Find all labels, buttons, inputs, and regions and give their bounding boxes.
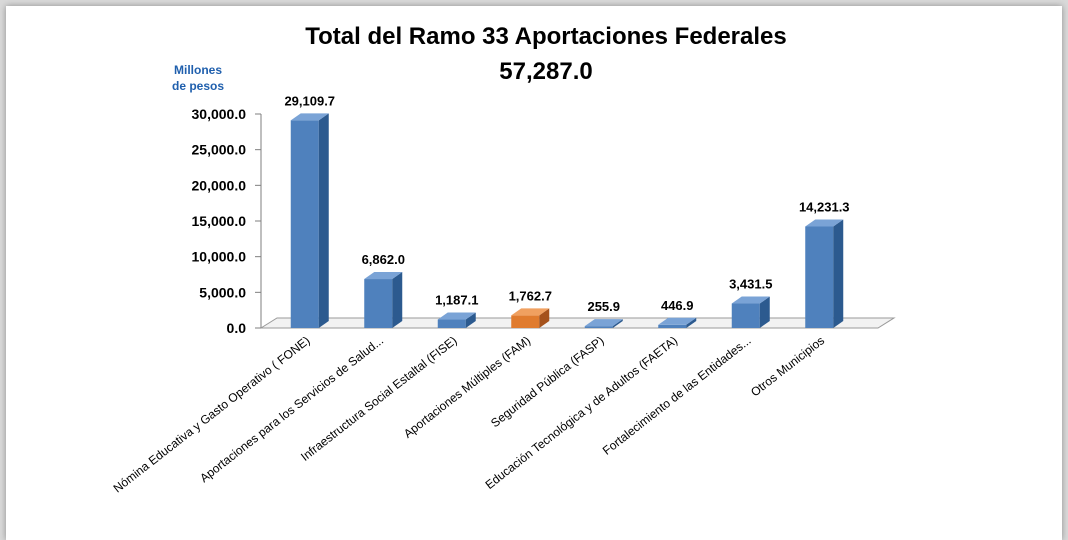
bar-top — [511, 308, 550, 316]
chart-subtitle: 57,287.0 — [499, 58, 592, 85]
y-tick-label: 0.0 — [227, 320, 247, 336]
y-axis-unit-line1: Millones — [174, 63, 222, 77]
y-tick-label: 25,000.0 — [192, 142, 247, 158]
data-label: 1,187.1 — [435, 293, 478, 308]
bar — [437, 312, 476, 328]
data-label: 446.9 — [661, 298, 694, 313]
bar-front — [290, 120, 319, 329]
category-label: Aportaciones Múltiples (FAM) — [401, 333, 533, 441]
bar-front — [658, 324, 687, 328]
bar — [290, 113, 329, 329]
data-label: 14,231.3 — [799, 199, 850, 214]
y-axis-unit-line2: de pesos — [172, 79, 224, 93]
bar-front — [805, 226, 834, 328]
bar — [805, 219, 844, 328]
bar — [584, 319, 623, 328]
bar-front — [731, 303, 760, 328]
data-label: 1,762.7 — [509, 288, 552, 303]
bar-front — [584, 326, 613, 328]
category-label: Otros Municipios — [748, 333, 827, 399]
bar-chart: Total del Ramo 33 Aportaciones Federales… — [111, 23, 896, 495]
bar-side — [833, 219, 844, 328]
bar-top — [364, 272, 403, 280]
bar-top — [584, 319, 623, 327]
chart-bars — [290, 113, 844, 329]
y-tick-label: 20,000.0 — [192, 177, 247, 193]
data-label: 3,431.5 — [729, 277, 772, 292]
bar-side — [759, 296, 770, 328]
category-label: Fortalecimiento de las Entidades... — [600, 333, 754, 457]
y-tick-label: 10,000.0 — [192, 249, 247, 265]
bar-top — [658, 317, 697, 325]
bar-side — [686, 317, 697, 328]
category-label: Infraestructura Social Estaltal (FISE) — [298, 333, 460, 464]
bar-side — [318, 113, 329, 329]
bar — [658, 317, 697, 328]
bar — [731, 296, 770, 328]
bar-top — [731, 296, 770, 304]
chart-floor — [259, 317, 896, 329]
bar — [511, 308, 550, 328]
bar — [364, 272, 403, 328]
chart-card: Total del Ramo 33 Aportaciones Federales… — [6, 6, 1062, 540]
bar-top — [437, 312, 476, 320]
bar-front — [437, 319, 466, 328]
data-label: 6,862.0 — [362, 252, 405, 267]
data-label: 255.9 — [587, 299, 620, 314]
bar-front — [364, 279, 393, 328]
bar-front — [511, 315, 540, 328]
y-tick-label: 15,000.0 — [192, 213, 247, 229]
bar-side — [392, 272, 403, 328]
bar-side — [539, 308, 550, 328]
y-tick-label: 5,000.0 — [199, 284, 246, 300]
data-label: 29,109.7 — [284, 93, 335, 108]
bar-side — [465, 312, 476, 328]
bar-side — [612, 319, 623, 328]
y-tick-label: 30,000.0 — [192, 106, 247, 122]
bar-top — [805, 219, 844, 227]
bar-top — [290, 113, 329, 121]
chart-title: Total del Ramo 33 Aportaciones Federales — [305, 23, 786, 50]
